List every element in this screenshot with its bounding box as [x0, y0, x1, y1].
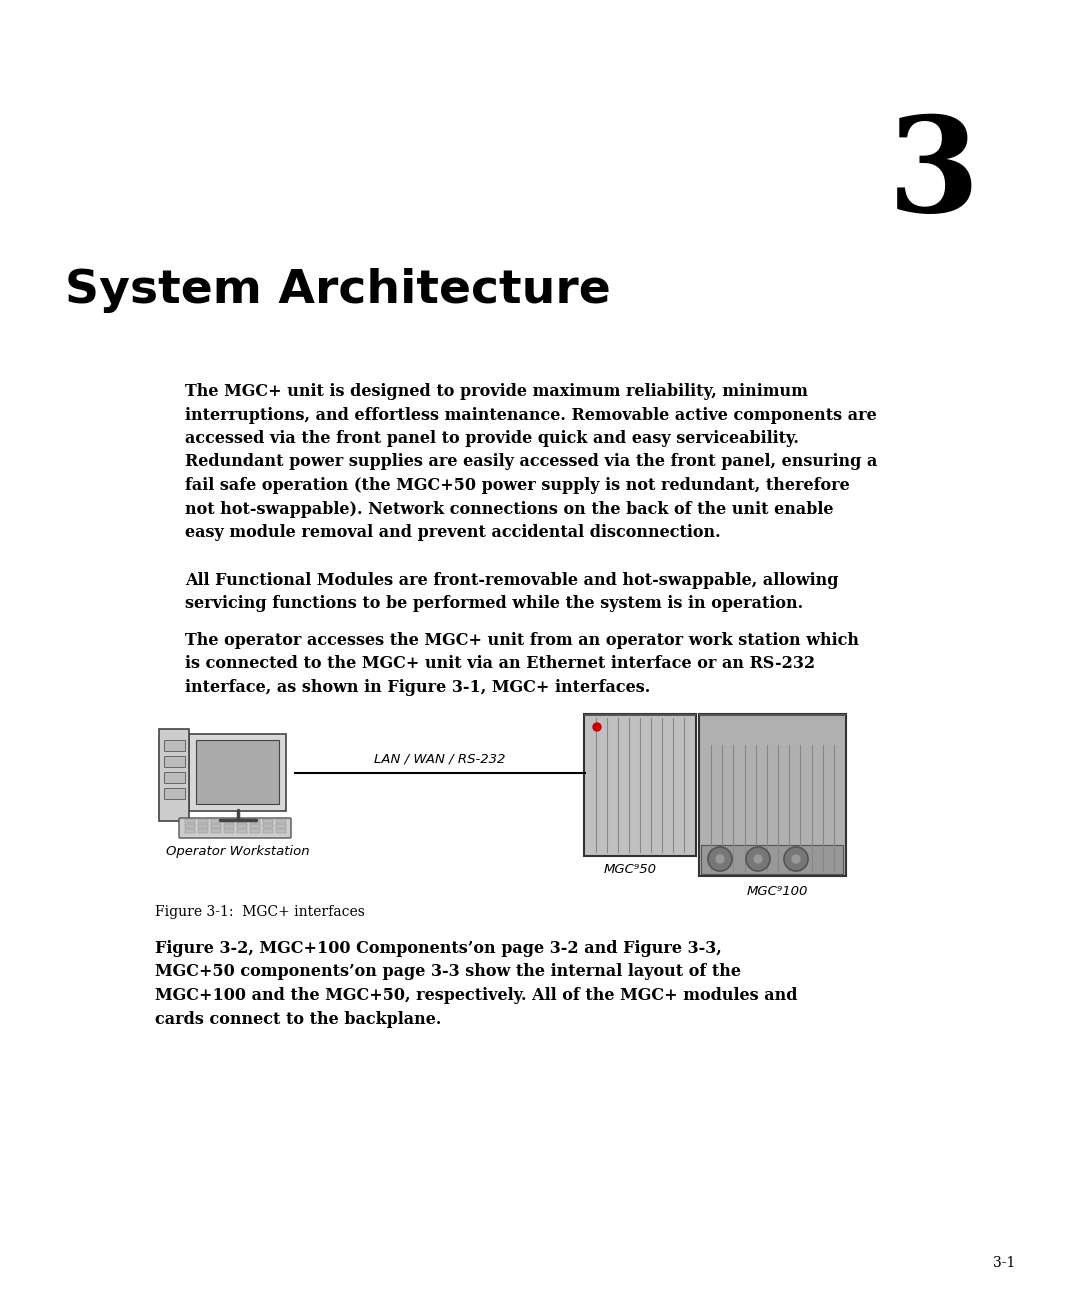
FancyBboxPatch shape: [275, 819, 286, 823]
FancyBboxPatch shape: [189, 734, 286, 811]
FancyBboxPatch shape: [179, 818, 291, 838]
FancyBboxPatch shape: [198, 819, 208, 823]
FancyBboxPatch shape: [237, 824, 247, 828]
FancyBboxPatch shape: [159, 729, 189, 821]
Text: All Functional Modules are front-removable and hot-swappable, allowing
servicing: All Functional Modules are front-removab…: [185, 572, 838, 613]
FancyBboxPatch shape: [211, 819, 221, 823]
Circle shape: [746, 848, 770, 871]
FancyBboxPatch shape: [198, 824, 208, 828]
Text: Figure 3-2, MGC+100 Components’on page 3-2 and Figure 3-3,
MGC+50 components’on : Figure 3-2, MGC+100 Components’on page 3…: [156, 940, 797, 1028]
FancyBboxPatch shape: [185, 829, 195, 833]
Circle shape: [708, 848, 732, 871]
FancyBboxPatch shape: [702, 845, 843, 874]
FancyBboxPatch shape: [237, 819, 247, 823]
Text: 3-1: 3-1: [993, 1256, 1015, 1269]
FancyBboxPatch shape: [163, 788, 185, 798]
FancyBboxPatch shape: [163, 739, 185, 751]
FancyBboxPatch shape: [262, 819, 273, 823]
FancyBboxPatch shape: [262, 829, 273, 833]
Circle shape: [792, 855, 800, 863]
Circle shape: [784, 848, 808, 871]
FancyBboxPatch shape: [249, 824, 260, 828]
FancyBboxPatch shape: [224, 819, 234, 823]
Text: The MGC+ unit is designed to provide maximum reliability, minimum
interruptions,: The MGC+ unit is designed to provide max…: [185, 383, 877, 541]
Circle shape: [593, 724, 600, 731]
FancyBboxPatch shape: [584, 714, 696, 855]
FancyBboxPatch shape: [237, 829, 247, 833]
FancyBboxPatch shape: [198, 829, 208, 833]
Text: Figure 3-1:  MGC+ interfaces: Figure 3-1: MGC+ interfaces: [156, 905, 365, 919]
FancyBboxPatch shape: [185, 824, 195, 828]
Circle shape: [716, 855, 724, 863]
FancyBboxPatch shape: [249, 819, 260, 823]
FancyBboxPatch shape: [275, 824, 286, 828]
Text: 3: 3: [888, 111, 980, 239]
Text: The operator accesses the MGC+ unit from an operator work station which
is conne: The operator accesses the MGC+ unit from…: [185, 632, 859, 696]
Circle shape: [754, 855, 762, 863]
FancyBboxPatch shape: [262, 824, 273, 828]
Text: MGC⁹50: MGC⁹50: [604, 863, 657, 876]
FancyBboxPatch shape: [185, 819, 195, 823]
FancyBboxPatch shape: [699, 714, 846, 876]
FancyBboxPatch shape: [163, 772, 185, 782]
FancyBboxPatch shape: [163, 755, 185, 767]
Text: LAN / WAN / RS-232: LAN / WAN / RS-232: [375, 752, 505, 765]
FancyBboxPatch shape: [195, 741, 279, 804]
FancyBboxPatch shape: [224, 824, 234, 828]
FancyBboxPatch shape: [211, 824, 221, 828]
FancyBboxPatch shape: [249, 829, 260, 833]
Text: MGC⁹100: MGC⁹100: [746, 885, 808, 899]
FancyBboxPatch shape: [275, 829, 286, 833]
Text: Operator Workstation: Operator Workstation: [166, 845, 310, 858]
FancyBboxPatch shape: [211, 829, 221, 833]
FancyBboxPatch shape: [224, 829, 234, 833]
Text: System Architecture: System Architecture: [65, 268, 611, 313]
